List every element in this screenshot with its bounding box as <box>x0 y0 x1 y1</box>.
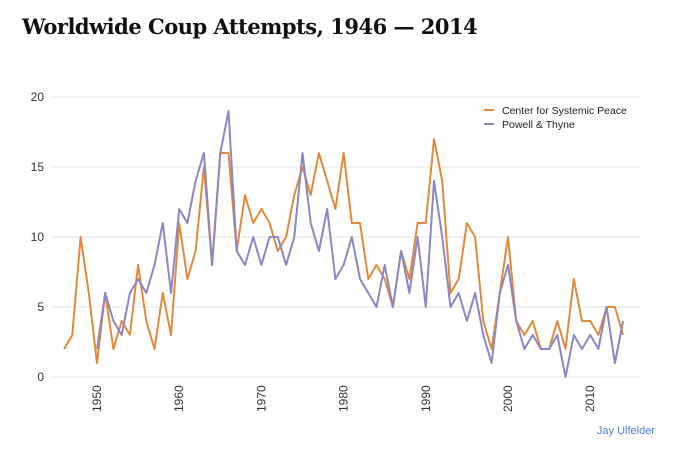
x-tick-label: 2000 <box>501 385 515 412</box>
x-tick-label: 1970 <box>254 385 268 412</box>
x-axis: 1950 1960 1970 1980 1990 2000 2010 <box>90 385 597 412</box>
x-tick-label: 1990 <box>419 385 433 412</box>
series-line-powell-thyne <box>96 110 625 378</box>
credit-link[interactable]: Jay Ulfelder <box>596 425 655 437</box>
x-tick-label: 1980 <box>337 385 351 412</box>
grid-lines <box>52 96 640 378</box>
chart-title: Worldwide Coup Attempts, 1946 — 2014 <box>22 14 478 39</box>
legend: Center for Systemic Peace Powell & Thyne <box>484 105 627 131</box>
y-tick-label: 15 <box>31 160 45 174</box>
x-tick-label: 1960 <box>172 385 186 412</box>
y-axis: 0 5 10 15 20 <box>31 90 45 384</box>
y-tick-label: 5 <box>37 300 44 314</box>
x-tick-label: 1950 <box>90 385 104 412</box>
series-line-center-for-systemic-peace <box>63 138 625 364</box>
y-tick-label: 10 <box>31 230 45 244</box>
y-tick-label: 0 <box>37 370 44 384</box>
legend-label-pt: Powell & Thyne <box>502 119 575 131</box>
series-lines <box>63 110 625 378</box>
legend-label-csp: Center for Systemic Peace <box>502 105 627 117</box>
x-tick-label: 2010 <box>583 385 597 412</box>
y-tick-label: 20 <box>31 90 45 104</box>
